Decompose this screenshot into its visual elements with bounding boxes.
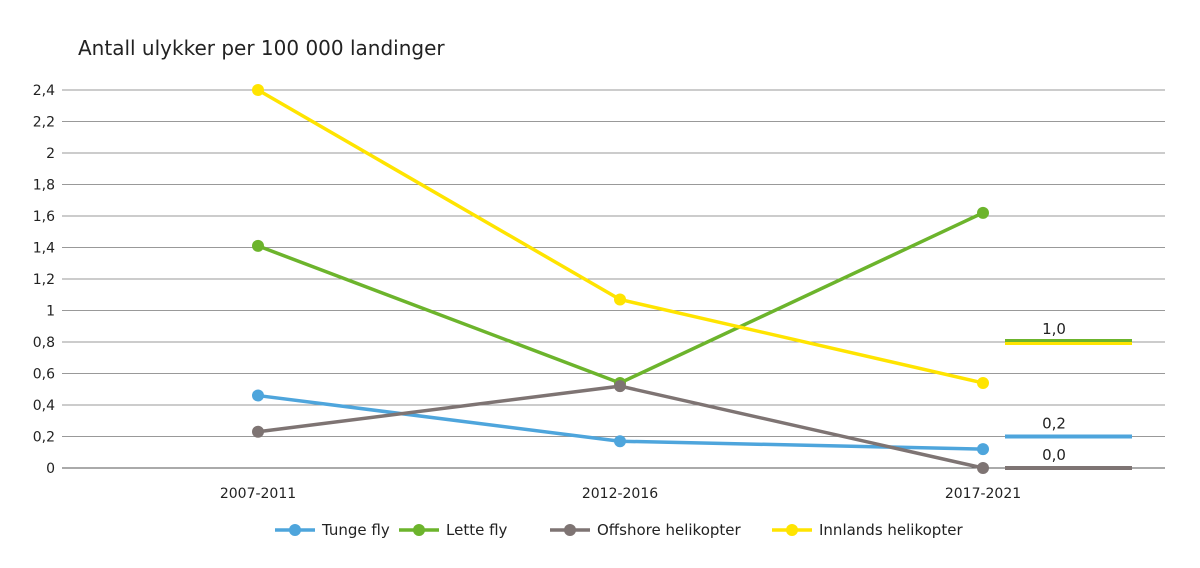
- data-point: [252, 84, 264, 96]
- legend-marker: [786, 524, 798, 536]
- y-tick-label: 0,6: [33, 367, 55, 383]
- y-tick-label: 0: [46, 461, 55, 477]
- series-line: [257, 384, 984, 470]
- legend-marker: [289, 524, 301, 536]
- legend-marker: [564, 524, 576, 536]
- x-tick-label: 2012-2016: [582, 486, 658, 502]
- series-line: [257, 88, 984, 385]
- y-tick-label: 1,8: [33, 178, 55, 194]
- y-tick-label: 0,4: [33, 398, 55, 414]
- legend-label: Lette fly: [446, 521, 508, 539]
- data-point: [614, 380, 626, 393]
- data-point: [252, 425, 264, 438]
- data-point: [252, 389, 264, 402]
- data-point: [977, 443, 989, 456]
- y-tick-label: 1: [46, 304, 55, 320]
- y-tick-label: 1,6: [33, 209, 55, 225]
- legend-label: Innlands helikopter: [819, 521, 963, 539]
- data-point: [614, 293, 626, 306]
- reference-label: 1,0: [1042, 320, 1066, 338]
- data-point: [977, 376, 989, 389]
- x-tick-label: 2017-2021: [945, 486, 1021, 502]
- y-tick-label: 1,4: [33, 241, 55, 257]
- legend-label: Tunge fly: [321, 521, 390, 539]
- data-point: [252, 239, 264, 252]
- y-tick-label: 2,2: [33, 115, 55, 131]
- data-point: [614, 435, 626, 448]
- legend-label: Offshore helikopter: [597, 521, 742, 539]
- legend-marker: [413, 524, 425, 536]
- data-point: [977, 206, 989, 219]
- y-tick-label: 2: [46, 146, 55, 162]
- y-tick-label: 2,4: [33, 83, 55, 99]
- y-tick-label: 0,8: [33, 335, 55, 351]
- reference-label: 0,2: [1042, 415, 1066, 433]
- y-tick-label: 0,2: [33, 430, 55, 446]
- x-tick-label: 2007-2011: [220, 486, 296, 502]
- data-point: [977, 462, 989, 474]
- chart-title: Antall ulykker per 100 000 landinger: [78, 36, 445, 60]
- y-tick-label: 1,2: [33, 272, 55, 288]
- reference-label: 0,0: [1042, 446, 1066, 464]
